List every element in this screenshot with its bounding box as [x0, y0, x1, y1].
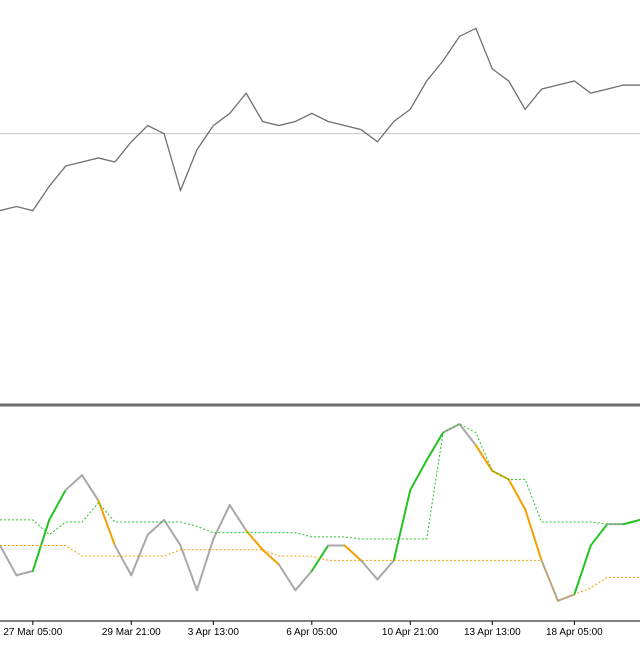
oscillator-segment: [409, 459, 428, 492]
oscillator-segment: [64, 474, 84, 492]
oscillator-segment: [573, 544, 592, 596]
oscillator-segment: [261, 548, 280, 566]
oscillator-segment: [15, 570, 34, 577]
oscillator-segment: [0, 544, 18, 577]
x-tick-label: 3 Apr 13:00: [188, 627, 240, 638]
x-tick-label: 6 Apr 05:00: [286, 627, 338, 638]
oscillator-segment: [228, 503, 248, 532]
oscillator-segment: [277, 563, 297, 592]
oscillator-segment: [343, 544, 363, 562]
oscillator-segment: [458, 423, 477, 447]
oscillator-segment: [474, 444, 494, 472]
oscillator-segment: [294, 570, 313, 592]
level-line: [0, 423, 640, 540]
oscillator-segment: [195, 538, 215, 592]
oscillator-segment: [163, 518, 182, 547]
oscillator-segment: [179, 544, 198, 592]
oscillator-segment: [48, 489, 67, 521]
oscillator-segment: [113, 544, 133, 577]
level-line: [0, 544, 640, 602]
oscillator-segment: [392, 489, 412, 562]
oscillator-segment: [524, 508, 543, 562]
oscillator-segment: [360, 559, 379, 581]
oscillator-segment: [97, 499, 116, 547]
price-line: [0, 27, 640, 212]
oscillator-segment: [589, 523, 609, 547]
x-tick-label: 29 Mar 21:00: [102, 627, 161, 638]
x-tick-label: 18 Apr 05:00: [546, 627, 603, 638]
oscillator-segment: [507, 478, 527, 511]
oscillator-segment: [212, 503, 231, 541]
x-tick-label: 13 Apr 13:00: [464, 627, 521, 638]
oscillator-segment: [81, 474, 100, 502]
x-tick-label: 10 Apr 21:00: [382, 627, 439, 638]
oscillator-segment: [245, 529, 264, 551]
oscillator-segment: [130, 533, 149, 577]
x-tick-label: 27 Mar 05:00: [3, 627, 62, 638]
oscillator-segment: [425, 431, 445, 462]
oscillator-segment: [376, 559, 395, 581]
